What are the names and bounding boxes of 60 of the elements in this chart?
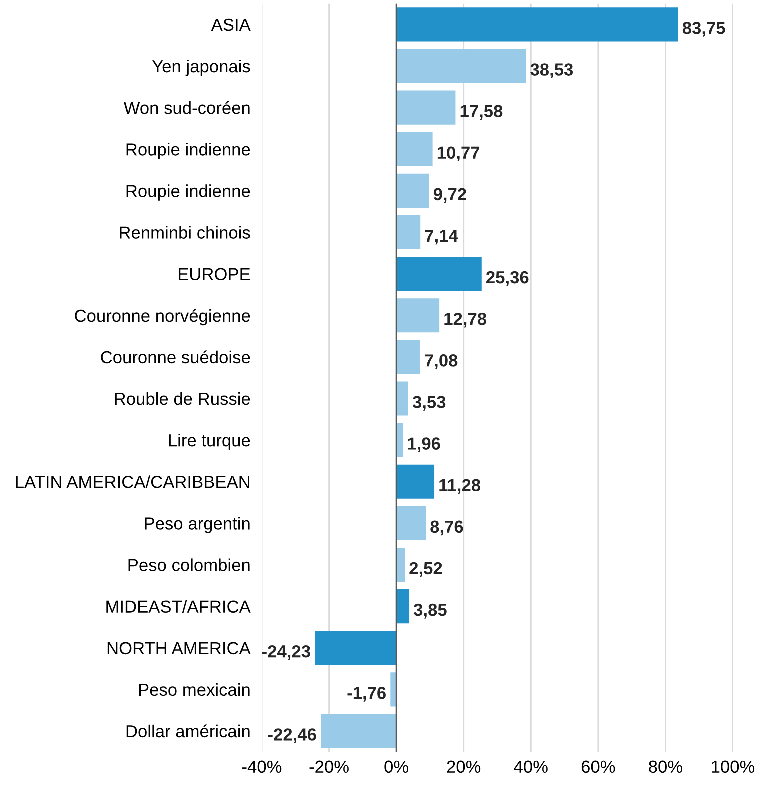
- y-tick-label: MIDEAST/AFRICA: [106, 600, 251, 614]
- y-tick-label: Couronne norvégienne: [75, 309, 250, 326]
- data-label: 3,53: [412, 396, 446, 411]
- bar: [315, 631, 397, 666]
- x-tick-label: 80%: [649, 760, 682, 774]
- bar: [396, 215, 421, 250]
- data-label: 38,53: [530, 64, 574, 78]
- bar: [396, 590, 410, 624]
- x-tick-label: -40%: [242, 760, 282, 774]
- data-label: 10,77: [438, 146, 480, 162]
- bar: [396, 464, 435, 499]
- y-tick-label: LATIN AMERICA/CARIBBEAN: [16, 476, 250, 488]
- data-label: 2,52: [410, 562, 442, 578]
- bar: [396, 8, 678, 42]
- data-label: 8,76: [430, 520, 464, 536]
- x-tick-label: 100%: [712, 760, 755, 774]
- y-tick-label: Yen japonais: [152, 60, 250, 76]
- bar: [396, 506, 426, 540]
- data-label: 9,72: [434, 188, 466, 204]
- y-tick-label: Renminbi chinois: [120, 226, 250, 239]
- bar: [396, 90, 456, 125]
- data-label: -1,76: [348, 687, 386, 702]
- bar: [396, 298, 440, 333]
- bar: [321, 714, 397, 748]
- y-tick-label: Roupie indienne: [126, 143, 250, 160]
- data-label: 17,58: [460, 105, 503, 120]
- data-label: 3,85: [414, 604, 447, 619]
- bar: [396, 49, 526, 84]
- x-tick-label: 40%: [514, 760, 548, 774]
- y-tick-label: Won sud-coréen: [124, 101, 250, 114]
- x-tick-label: 20%: [447, 760, 481, 774]
- data-label: 1,96: [408, 438, 440, 452]
- bar: [396, 174, 430, 208]
- bar: [396, 257, 482, 292]
- y-tick-label: Peso argentin: [145, 517, 250, 534]
- y-tick-label: Roupie indienne: [126, 184, 250, 201]
- y-tick-label: Lire turque: [169, 434, 250, 450]
- data-label: 25,36: [486, 271, 529, 286]
- y-tick-label: Couronne suédoise: [101, 350, 250, 364]
- x-tick-label: 0%: [384, 760, 408, 774]
- bar: [396, 382, 408, 416]
- data-label: 11,28: [440, 479, 481, 494]
- y-tick-label: Dollar américain: [126, 724, 250, 738]
- y-tick-label: ASIA: [211, 18, 251, 32]
- y-tick-label: EUROPE: [178, 268, 250, 281]
- x-tick-label: 60%: [582, 760, 616, 774]
- bar: [396, 132, 433, 166]
- bar: [396, 340, 420, 374]
- y-tick-label: Rouble de Russie: [115, 392, 250, 406]
- data-label: -24,23: [262, 645, 310, 660]
- data-label: 12,78: [444, 312, 487, 328]
- data-label: 7,14: [425, 230, 458, 245]
- bar: [390, 672, 397, 707]
- data-label: 7,08: [425, 354, 458, 370]
- y-tick-label: Peso mexicain: [139, 683, 250, 696]
- data-label: 83,75: [682, 22, 726, 37]
- y-tick-label: NORTH AMERICA: [108, 642, 251, 655]
- x-tick-label: -20%: [310, 760, 349, 774]
- data-label: -22,46: [268, 728, 316, 744]
- y-tick-label: Peso colombien: [128, 558, 250, 572]
